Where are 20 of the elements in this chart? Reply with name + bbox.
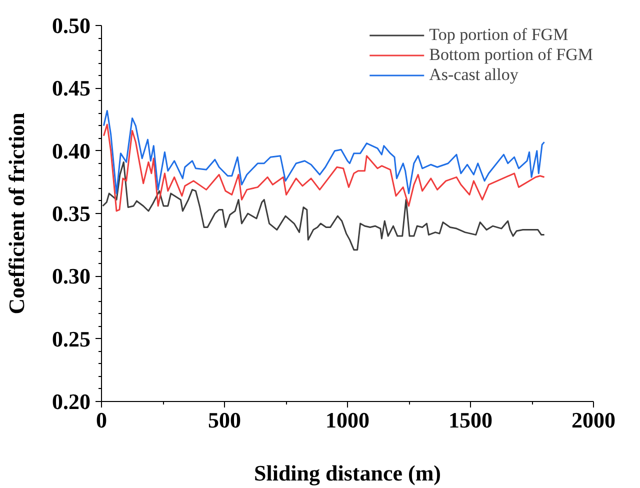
- y-tick-label: 0.35: [52, 201, 90, 226]
- x-axis-title: Sliding distance (m): [254, 460, 442, 486]
- legend-label: Bottom portion of FGM: [429, 45, 593, 65]
- line-series: [102, 124, 546, 212]
- y-tick-label: 0.20: [52, 389, 90, 414]
- line-series: [102, 161, 546, 251]
- legend-label: Top portion of FGM: [429, 25, 568, 45]
- x-tick-label: 2000: [572, 408, 616, 432]
- y-tick-label: 0.30: [52, 264, 90, 289]
- x-tick-label: 0: [96, 408, 107, 432]
- x-tick-label: 500: [208, 408, 241, 432]
- legend-label: As-cast alloy: [429, 65, 518, 85]
- y-tick-label: 0.45: [52, 76, 90, 101]
- x-tick-label: 1000: [326, 408, 370, 432]
- y-axis-title: Coefficient of friction: [4, 112, 29, 314]
- x-tick-label: 1500: [448, 408, 492, 432]
- y-tick-label: 0.50: [52, 13, 90, 38]
- y-tick-label: 0.40: [52, 138, 90, 164]
- line-series: [102, 110, 546, 194]
- y-tick-label: 0.25: [52, 326, 90, 352]
